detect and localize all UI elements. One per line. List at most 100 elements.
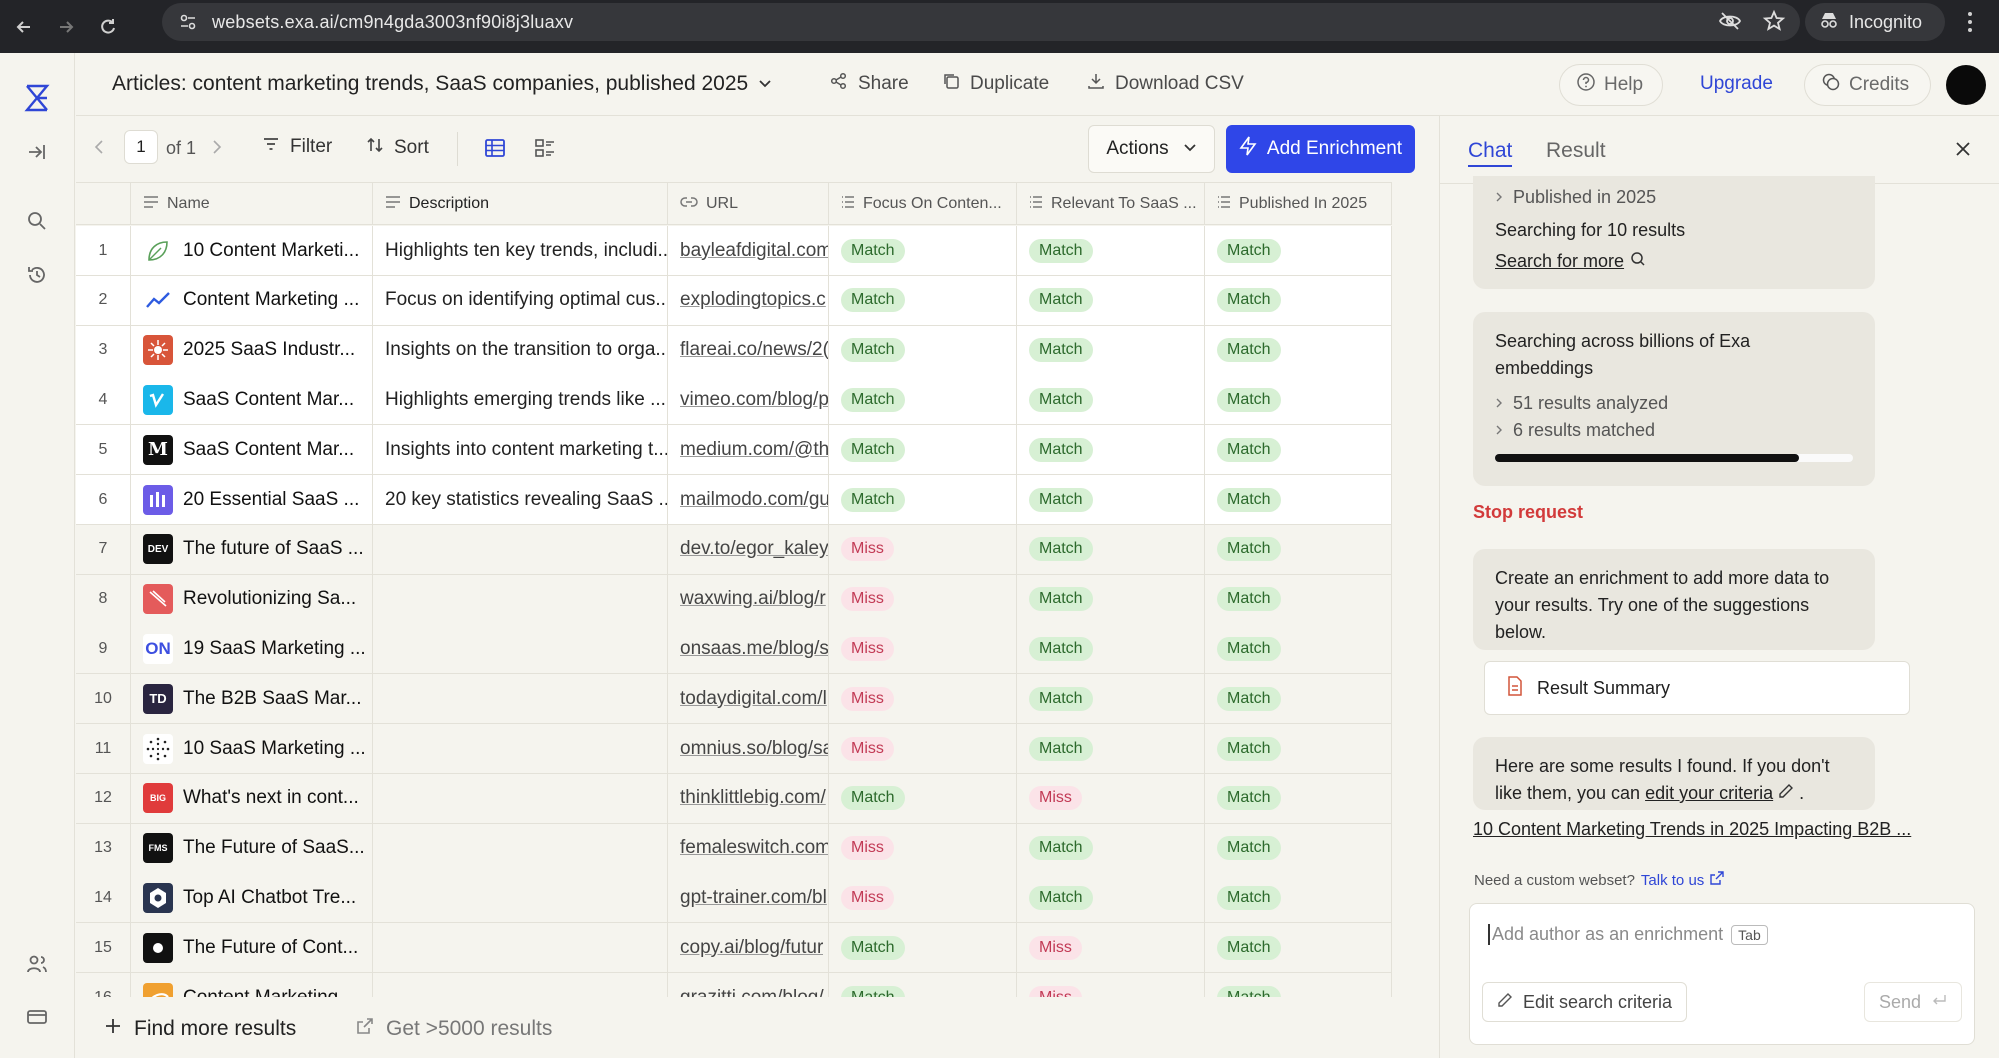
url-link[interactable]: copy.ai/blog/futur (680, 936, 824, 958)
criteria-item[interactable]: Published in 2025 (1495, 184, 1853, 211)
relevant-cell[interactable]: Match (1017, 724, 1205, 773)
url-cell[interactable]: gpt-trainer.com/bl (668, 873, 829, 923)
eye-off-icon[interactable] (1718, 9, 1742, 38)
table-row[interactable]: 7 DEV The future of SaaS ... dev.to/egor_ka… (76, 524, 1392, 575)
table-row[interactable]: 9 ON 19 SaaS Marketing ... onsaas.me/blog/s… (76, 624, 1392, 675)
url-cell[interactable]: dev.to/egor_kaley (668, 524, 829, 574)
description-cell[interactable]: Highlights ten key trends, includi... (373, 226, 668, 275)
back-arrow-icon[interactable] (6, 9, 42, 45)
description-cell[interactable]: 20 key statistics revealing SaaS ... (373, 475, 668, 524)
url-cell[interactable]: waxwing.ai/blog/r (668, 574, 829, 624)
url-link[interactable]: mailmodo.com/gu (680, 488, 828, 510)
first-result-link[interactable]: 10 Content Marketing Trends in 2025 Impa… (1473, 819, 1912, 839)
url-link[interactable]: thinklittlebig.com/ (680, 787, 826, 809)
url-cell[interactable]: onsaas.me/blog/s (668, 624, 829, 674)
description-cell[interactable] (373, 923, 668, 973)
billing-card-icon[interactable] (22, 1002, 52, 1032)
find-more-results-button[interactable]: Find more results (104, 1017, 296, 1041)
description-cell[interactable] (373, 773, 668, 823)
url-link[interactable]: femaleswitch.com (680, 837, 828, 859)
description-cell[interactable] (373, 823, 668, 873)
description-cell[interactable] (373, 973, 668, 997)
relevant-cell[interactable]: Match (1017, 674, 1205, 724)
focus-cell[interactable]: Match (829, 375, 1017, 425)
name-cell[interactable]: M SaaS Content Mar... (131, 425, 373, 475)
description-cell[interactable] (373, 674, 668, 724)
description-cell[interactable]: Insights on the transition to orga... (373, 325, 668, 375)
talk-to-us-link[interactable]: Talk to us (1640, 871, 1705, 889)
relevant-cell[interactable]: Match (1017, 375, 1205, 425)
tab-result[interactable]: Result (1546, 139, 1606, 162)
published-cell[interactable]: Match (1205, 674, 1392, 724)
focus-cell[interactable]: Miss (829, 724, 1017, 773)
reload-icon[interactable] (90, 9, 126, 45)
column-header-name[interactable]: Name (131, 183, 373, 225)
published-cell[interactable]: Match (1205, 973, 1392, 997)
name-cell[interactable]: Content Marketing ... (131, 275, 373, 325)
external-link-icon[interactable] (1710, 871, 1724, 889)
name-cell[interactable]: Top AI Chatbot Tre... (131, 873, 373, 923)
credits-button[interactable]: Credits (1804, 64, 1931, 106)
table-row[interactable]: 1 10 Content Marketi... Highlights ten key… (76, 226, 1392, 276)
relevant-cell[interactable]: Match (1017, 624, 1205, 674)
name-cell[interactable]: TD The B2B SaaS Mar... (131, 674, 373, 724)
url-cell[interactable]: copy.ai/blog/futur (668, 923, 829, 973)
expand-sidebar-icon[interactable] (22, 137, 52, 167)
name-cell[interactable]: ON 19 SaaS Marketing ... (131, 624, 373, 674)
url-cell[interactable]: explodingtopics.c (668, 275, 829, 325)
name-cell[interactable]: FMS The Future of SaaS... (131, 823, 373, 873)
incognito-badge[interactable]: Incognito (1805, 3, 1945, 41)
name-cell[interactable]: Content Marketing ... (131, 973, 373, 997)
name-cell[interactable]: 20 Essential SaaS ... (131, 475, 373, 524)
url-link[interactable]: explodingtopics.c (680, 289, 826, 311)
relevant-cell[interactable]: Miss (1017, 973, 1205, 997)
focus-cell[interactable]: Miss (829, 873, 1017, 923)
published-cell[interactable]: Match (1205, 624, 1392, 674)
column-header-relevant[interactable]: Relevant To SaaS ... (1017, 183, 1205, 225)
table-row[interactable]: 3 2025 SaaS Industr... Insights on the tra… (76, 325, 1392, 376)
focus-cell[interactable]: Match (829, 425, 1017, 475)
table-view-icon[interactable] (484, 137, 506, 164)
site-settings-icon[interactable] (174, 8, 202, 36)
column-header-focus[interactable]: Focus On Conten... (829, 183, 1017, 225)
name-cell[interactable]: The Future of Cont... (131, 923, 373, 973)
close-icon[interactable] (1954, 140, 1972, 163)
published-cell[interactable]: Match (1205, 773, 1392, 823)
share-button[interactable]: Share (830, 72, 909, 96)
description-cell[interactable] (373, 873, 668, 923)
focus-cell[interactable]: Miss (829, 624, 1017, 674)
search-for-more-link[interactable]: Search for more (1495, 248, 1853, 275)
history-icon[interactable] (22, 260, 52, 290)
url-link[interactable]: onsaas.me/blog/s (680, 637, 828, 659)
url-link[interactable]: todaydigital.com/l (680, 687, 827, 709)
focus-cell[interactable]: Miss (829, 574, 1017, 624)
url-link[interactable]: medium.com/@thi (680, 438, 828, 460)
url-cell[interactable]: mailmodo.com/gu (668, 475, 829, 524)
relevant-cell[interactable]: Match (1017, 275, 1205, 325)
name-cell[interactable]: DEV The future of SaaS ... (131, 524, 373, 574)
url-link[interactable]: omnius.so/blog/sa (680, 737, 828, 759)
url-link[interactable]: grazitti.com/blog/ (680, 986, 824, 998)
url-link[interactable]: gpt-trainer.com/bl (680, 886, 827, 908)
published-cell[interactable]: Match (1205, 375, 1392, 425)
url-link[interactable]: waxwing.ai/blog/r (680, 588, 826, 610)
exa-logo-icon[interactable] (22, 83, 52, 113)
name-cell[interactable]: Revolutionizing Sa... (131, 574, 373, 624)
table-row[interactable]: 12 BIG What's next in cont... thinklittlebi… (76, 773, 1392, 824)
description-cell[interactable] (373, 624, 668, 674)
forward-arrow-icon[interactable] (48, 9, 84, 45)
focus-cell[interactable]: Match (829, 973, 1017, 997)
relevant-cell[interactable]: Match (1017, 524, 1205, 574)
column-header-url[interactable]: URL (668, 183, 829, 225)
column-header-description[interactable]: Description (373, 183, 668, 225)
get-more-results-button[interactable]: Get >5000 results (356, 1017, 552, 1041)
relevant-cell[interactable]: Match (1017, 873, 1205, 923)
description-cell[interactable]: Focus on identifying optimal cus... (373, 275, 668, 325)
table-row[interactable]: 11 10 SaaS Marketing ... omnius.so/blog/sa… (76, 724, 1392, 774)
url-cell[interactable]: medium.com/@thi (668, 425, 829, 475)
published-cell[interactable]: Match (1205, 724, 1392, 773)
relevant-cell[interactable]: Match (1017, 226, 1205, 275)
focus-cell[interactable]: Miss (829, 823, 1017, 873)
actions-dropdown[interactable]: Actions (1088, 125, 1215, 173)
send-button[interactable]: Send (1864, 982, 1962, 1022)
